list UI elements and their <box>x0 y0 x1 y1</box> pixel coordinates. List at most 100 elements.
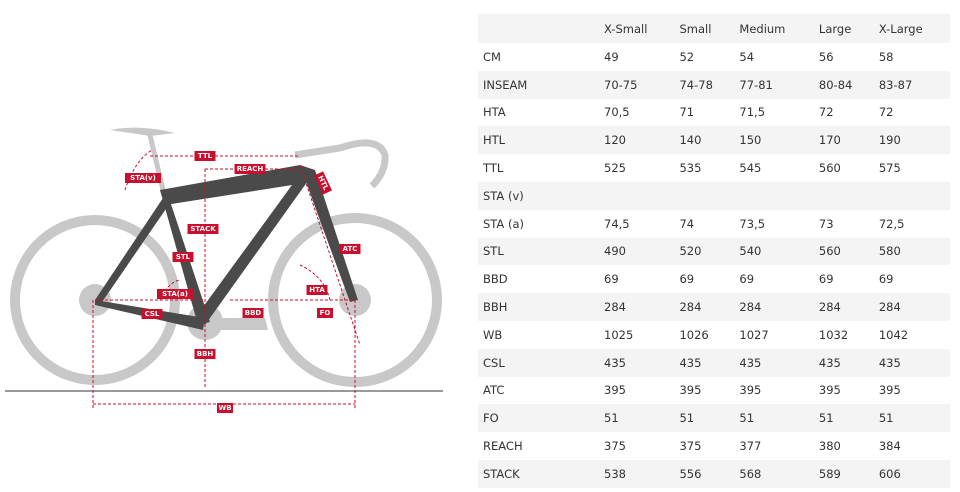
value-cell: 435 <box>734 348 814 377</box>
row-label: STA (v) <box>478 181 599 210</box>
row-label: STL <box>478 237 599 266</box>
row-label: FO <box>478 404 599 433</box>
table-row: CSL 435 435 435 435 435 <box>478 348 950 377</box>
label-box <box>339 244 361 254</box>
value-cell: 74-78 <box>674 70 735 99</box>
label-box <box>194 349 216 359</box>
value-cell: 120 <box>599 126 675 155</box>
value-cell <box>674 181 735 210</box>
value-cell: 556 <box>674 459 735 488</box>
value-cell: 535 <box>679 161 702 176</box>
value-cell: 51 <box>599 404 675 433</box>
value-cell: 70-75 <box>599 70 675 99</box>
row-label: STACK <box>478 459 599 488</box>
handlebar <box>294 139 389 189</box>
value-cell: 377 <box>739 439 762 454</box>
label-box <box>314 171 332 195</box>
value-cell: 80-84 <box>813 70 874 99</box>
header-cell <box>478 14 599 43</box>
table-row: STA (a) 74,5 74 73,5 73 72,5 <box>478 210 950 238</box>
value-cell: 375 <box>679 439 702 454</box>
label-text: STACK <box>190 225 216 233</box>
value-cell: 51 <box>813 404 874 433</box>
value-cell: 69 <box>604 272 619 287</box>
value-cell: 560 <box>818 161 841 176</box>
value-cell: 71 <box>679 105 695 120</box>
dimension-label: HTA <box>306 285 328 295</box>
row-label: BBH <box>478 293 599 321</box>
row-label: BBD <box>483 272 508 287</box>
table-row: HTL 120 140 150 170 190 <box>478 126 950 155</box>
value-cell: 435 <box>873 348 950 377</box>
dimension-label: BBD <box>242 308 264 318</box>
value-cell: 140 <box>674 126 735 155</box>
value-cell: 83-87 <box>873 70 950 99</box>
label-text: ATC <box>343 245 358 253</box>
dimension-label: STA(v) <box>125 173 161 183</box>
value-cell: 77-81 <box>734 70 814 99</box>
value-cell: 384 <box>878 439 901 454</box>
row-label: ATC <box>483 383 505 398</box>
label-box <box>234 164 266 174</box>
table-row: BBH 284 284 284 284 284 <box>478 293 950 321</box>
table-row: HTA 70,5 71 71,5 72 72 <box>478 99 950 127</box>
value-cell: 74 <box>679 216 695 231</box>
value-cell: 1032 <box>818 327 849 342</box>
value-cell: 51 <box>734 404 814 433</box>
label-text: BBH <box>197 350 214 358</box>
geometry-table: X-Small Small Medium Large X-Large CM 49 52 54 56… <box>478 14 950 488</box>
value-cell: 435 <box>674 348 735 377</box>
value-cell: 395 <box>739 383 762 398</box>
label-box <box>141 309 163 319</box>
value-cell <box>734 181 814 210</box>
value-cell: 70,5 <box>604 105 630 120</box>
value-cell: 190 <box>873 126 950 155</box>
bike-diagram: TTL REACH STA(v) HTL STACK STL ATC STA(a) HTA CSL… <box>5 127 443 413</box>
value-cell: 52 <box>679 49 695 64</box>
table-row: STACK 538 556 568 589 606 <box>478 459 950 488</box>
frame <box>95 165 358 330</box>
value-cell: 395 <box>679 383 702 398</box>
column-header: X-Large <box>873 14 950 43</box>
label-text: HTA <box>309 286 325 294</box>
value-cell: 1026 <box>679 327 709 342</box>
dimension-label: BBH <box>194 349 216 359</box>
dimension-label: TTL <box>194 151 216 161</box>
value-cell: 540 <box>734 237 814 266</box>
row-label: HTL <box>478 126 599 155</box>
row-label: REACH <box>483 439 523 454</box>
label-box <box>157 289 193 299</box>
value-cell <box>873 181 950 210</box>
dimension-label: STA(a) <box>157 289 193 299</box>
table-row: CM 49 52 54 56 58 <box>478 43 950 71</box>
label-text: STA(v) <box>130 174 156 182</box>
value-cell: 51 <box>873 404 950 433</box>
value-cell: 395 <box>604 383 626 398</box>
label-box <box>172 252 194 262</box>
column-header: Large <box>813 14 874 43</box>
value-cell: 69 <box>739 272 755 287</box>
value-cell: 284 <box>873 293 950 321</box>
value-cell: 284 <box>813 293 874 321</box>
value-cell: 538 <box>599 459 675 488</box>
value-cell: 69 <box>878 272 894 287</box>
label-box <box>217 403 233 413</box>
row-label: STA (a) <box>483 216 524 231</box>
table-row: FO 51 51 51 51 51 <box>478 404 950 433</box>
value-cell: 72 <box>878 105 894 120</box>
value-cell: 1042 <box>878 327 909 342</box>
value-cell: 150 <box>734 126 814 155</box>
value-cell: 56 <box>818 49 834 64</box>
value-cell: 58 <box>878 49 894 64</box>
value-cell: 54 <box>739 49 755 64</box>
row-label: HTA <box>483 105 506 120</box>
label-box <box>306 285 328 295</box>
value-cell <box>599 181 675 210</box>
table-row: STA (v) <box>478 181 950 210</box>
value-cell: 73 <box>818 216 834 231</box>
label-box <box>242 308 264 318</box>
value-cell: 69 <box>818 272 834 287</box>
table-row: REACH 375 375 377 380 384 <box>478 432 950 460</box>
value-cell: 589 <box>813 459 874 488</box>
label-box <box>194 151 216 161</box>
